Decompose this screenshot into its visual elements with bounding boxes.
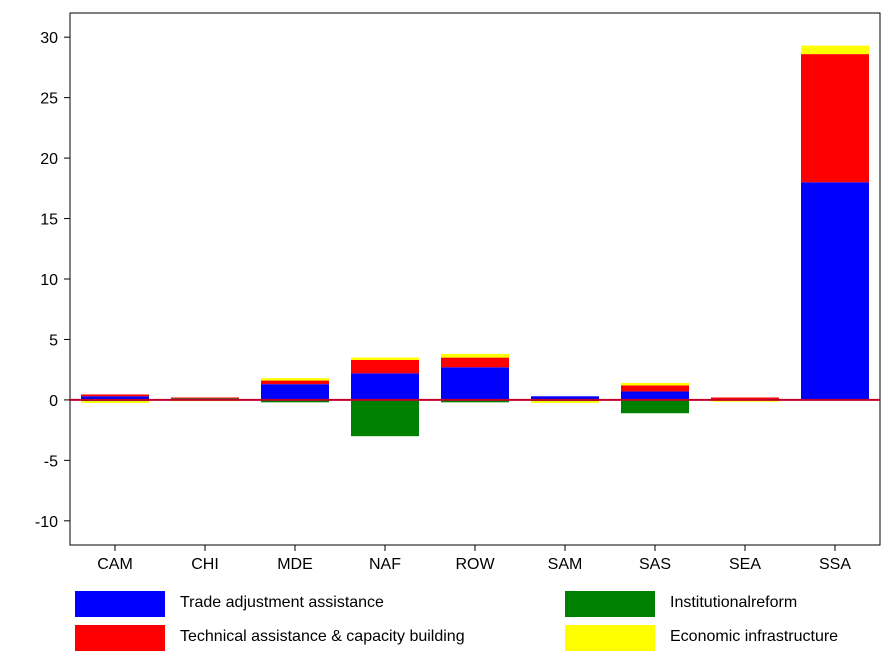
- y-tick-label: 10: [40, 272, 58, 289]
- bar-segment-mde-0: [261, 384, 329, 400]
- bar-segment-ssa-3: [801, 45, 869, 55]
- y-axis: 30 25 20 15 10 5 0 -5 -10: [35, 30, 70, 531]
- bar-segment-cam-3: [81, 401, 149, 403]
- y-tick-label: 0: [49, 393, 58, 410]
- chart-area: 30 25 20 15 10 5 0 -5 -10 CAM CHI MDE NAF ROW SAM SAS S…: [35, 12, 881, 573]
- legend: Trade adjustment assistance Institutiona…: [0, 586, 886, 651]
- bar-segment-chi-2: [171, 397, 239, 399]
- x-tick-label: MDE: [277, 556, 313, 573]
- bar-segment-ssa-0: [801, 182, 869, 400]
- bar-segment-row-0: [441, 367, 509, 400]
- bar-segment-row-3: [441, 353, 509, 358]
- x-tick-label: NAF: [369, 556, 401, 573]
- bars: [81, 45, 869, 437]
- bar-segment-sam-3: [531, 401, 599, 403]
- bar-segment-sas-0: [621, 391, 689, 400]
- bar-segment-mde-2: [261, 380, 329, 385]
- legend-swatch: [565, 625, 655, 651]
- y-tick-label: 15: [40, 212, 58, 229]
- y-tick-label: -5: [44, 453, 58, 470]
- bar-segment-sea-3: [711, 400, 779, 402]
- y-tick-label: 5: [49, 332, 58, 349]
- x-tick-label: SAS: [639, 556, 671, 573]
- y-tick-label: 25: [40, 91, 58, 108]
- bar-segment-naf-3: [351, 357, 419, 361]
- x-tick-label: CHI: [191, 556, 219, 573]
- x-axis: CAM CHI MDE NAF ROW SAM SAS SEA SSA: [97, 545, 851, 573]
- bar-segment-cam-2: [81, 394, 149, 397]
- legend-swatch: [565, 591, 655, 617]
- bar-segment-row-1: [441, 399, 509, 403]
- x-tick-label: CAM: [97, 556, 133, 573]
- legend-label: Trade adjustment assistance: [180, 594, 384, 611]
- y-tick-label: 30: [40, 30, 58, 47]
- legend-swatch: [75, 591, 165, 617]
- x-tick-label: SSA: [819, 556, 851, 573]
- legend-swatch: [75, 625, 165, 651]
- bar-segment-naf-2: [351, 360, 419, 374]
- x-tick-label: SAM: [548, 556, 583, 573]
- x-tick-label: SEA: [729, 556, 761, 573]
- bar-segment-naf-0: [351, 373, 419, 400]
- legend-label: Technical assistance & capacity building: [180, 628, 465, 645]
- y-tick-label: 20: [40, 151, 58, 168]
- y-tick-label: -10: [35, 514, 58, 531]
- bar-segment-mde-3: [261, 378, 329, 381]
- bar-segment-naf-1: [351, 399, 419, 437]
- bar-segment-sam-0: [531, 396, 599, 400]
- bar-segment-ssa-2: [801, 54, 869, 183]
- bar-segment-sas-2: [621, 385, 689, 392]
- plot-frame: [69, 12, 881, 546]
- bar-segment-row-2: [441, 357, 509, 368]
- bar-segment-chi-1: [171, 398, 239, 399]
- bar-segment-sas-3: [621, 382, 689, 386]
- legend-label: Economic infrastructure: [670, 628, 839, 645]
- x-tick-label: ROW: [455, 556, 495, 573]
- legend-label: Institutionalreform: [670, 594, 798, 611]
- bar-segment-mde-1: [261, 399, 329, 403]
- bar-segment-sea-2: [711, 397, 779, 400]
- bar-segment-cam-0: [81, 396, 149, 400]
- bar-segment-sas-1: [621, 399, 689, 414]
